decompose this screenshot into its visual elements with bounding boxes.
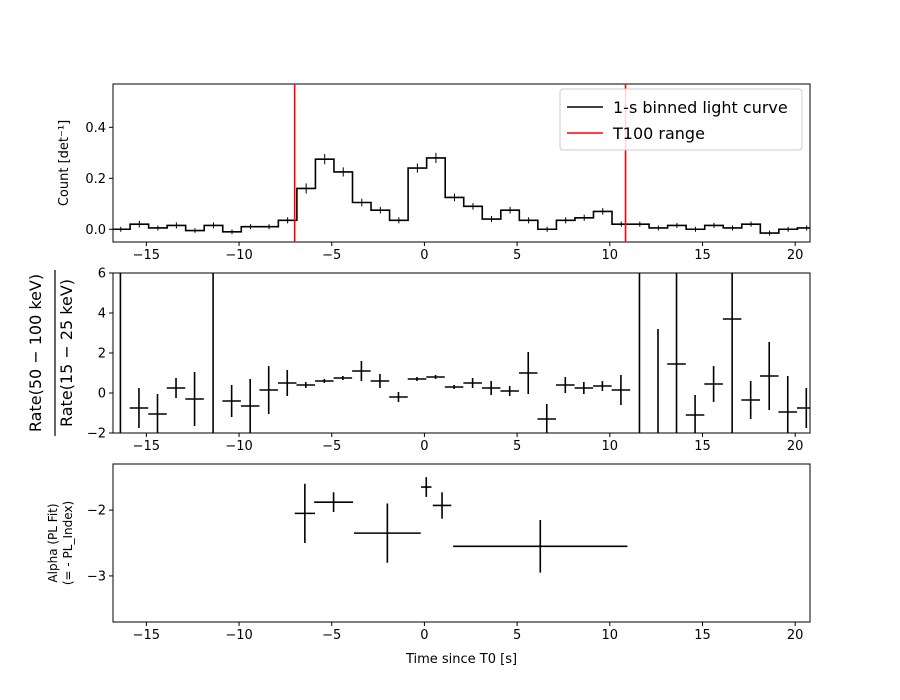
light-curve-panel: −15 −10 −5 0 5 10 15 200.00.20.4 Count [det⁻¹] … xyxy=(57,83,811,263)
spectral-index-x-tick-label: 10 xyxy=(602,628,619,643)
hardness-ratio-point xyxy=(166,378,186,398)
hardness-ratio-point xyxy=(556,377,575,393)
spectral-index-x-tick-label: −5 xyxy=(322,628,341,643)
hardness-ratio-y-tick-label: 0 xyxy=(98,387,106,402)
spectral-index-point xyxy=(314,492,354,513)
hardness-ratio-point xyxy=(407,377,427,381)
spectral-index-ticks: −15 −10 −5 0 5 10 15 20 −2 −3 xyxy=(87,504,804,643)
hardness-ratio-axes-frame xyxy=(112,272,811,434)
hardness-ratio-x-tick-label: 10 xyxy=(602,439,619,454)
spectral-index-x-tick-label: 20 xyxy=(787,628,804,643)
light-curve-step-line xyxy=(113,157,810,234)
legend-box xyxy=(559,88,803,151)
light-curve-y-tick-label: 0.0 xyxy=(85,223,106,238)
hardness-ratio-point xyxy=(685,395,705,433)
spectral-index-panel: −15 −10 −5 0 5 10 15 20 −2 −3 Alpha (PL Fit) (= -… xyxy=(46,463,811,643)
hardness-ratio-point xyxy=(722,273,742,433)
spectral-index-point xyxy=(294,483,316,543)
spectral-index-point xyxy=(453,519,628,573)
hardness-ratio-point xyxy=(537,404,557,433)
light-curve-x-tick-label: −15 xyxy=(133,248,160,263)
hardness-ratio-point xyxy=(426,375,445,379)
light-curve-x-tick-label: −5 xyxy=(322,248,341,263)
hardness-ratio-point xyxy=(240,379,260,433)
hardness-ratio-point xyxy=(333,376,353,380)
spectral-index-point xyxy=(421,477,432,497)
hardness-ratio-x-tick-label: 0 xyxy=(420,439,428,454)
spectral-index-x-tick-label: 0 xyxy=(420,628,428,643)
hardness-ratio-point xyxy=(500,386,519,396)
hardness-ratio-ticks: −15 −10 −5 0 5 10 15 20 −2 0 2 4 6 xyxy=(87,267,804,455)
light-curve-ticks: −15 −10 −5 0 5 10 15 20 0.0 0.2 0.4 xyxy=(85,121,803,263)
hardness-ratio-point xyxy=(797,388,810,428)
legend-label-light-curve: 1-s binned light curve xyxy=(613,98,788,117)
hardness-ratio-y-tick-label: 6 xyxy=(98,267,106,282)
light-curve-x-tick-label: 15 xyxy=(694,248,711,263)
legend: 1-s binned light curve T100 range xyxy=(559,88,803,151)
light-curve-axes-frame xyxy=(112,83,811,243)
hardness-ratio-point xyxy=(593,381,612,391)
spectral-index-y-tick-label: −2 xyxy=(87,504,106,519)
hardness-ratio-point xyxy=(129,388,149,428)
hardness-ratio-point xyxy=(315,379,334,383)
hardness-ratio-x-tick-label: −5 xyxy=(322,439,341,454)
hardness-ratio-point xyxy=(741,381,760,419)
x-axis-label: Time since T0 [s] xyxy=(405,652,517,667)
hardness-ratio-point xyxy=(185,372,204,426)
spectral-index-point xyxy=(432,492,452,519)
light-curve-x-tick-label: 10 xyxy=(602,248,619,263)
light-curve-x-tick-label: −10 xyxy=(225,248,252,263)
hardness-ratio-point xyxy=(259,366,278,414)
light-curve-ylabel: Count [det⁻¹] xyxy=(57,120,72,206)
hardness-ratio-ylabel: Rate(50 − 100 keV) Rate(15 − 25 keV) xyxy=(26,270,76,436)
light-curve-x-tick-label: 20 xyxy=(787,248,804,263)
hardness-ratio-point xyxy=(611,375,631,405)
hardness-ratio-x-tick-label: −10 xyxy=(225,439,252,454)
hardness-ratio-y-tick-label: 4 xyxy=(98,307,106,322)
hardness-ratio-point xyxy=(481,381,501,395)
hardness-ratio-point xyxy=(296,382,316,388)
hardness-ratio-ylabel-numerator: Rate(50 − 100 keV) xyxy=(26,274,45,432)
spectral-index-plot-area xyxy=(294,477,628,573)
hardness-ratio-point xyxy=(444,385,464,389)
spectral-index-ylabel-line2: (= - PL_Index) xyxy=(61,501,75,585)
light-curve-y-tick-label: 0.2 xyxy=(85,172,106,187)
hardness-ratio-plot-area xyxy=(119,273,810,433)
hardness-ratio-point xyxy=(704,366,723,402)
hardness-ratio-x-tick-label: 15 xyxy=(694,439,711,454)
hardness-ratio-point xyxy=(370,374,390,388)
hardness-ratio-point xyxy=(352,361,371,381)
spectral-index-point xyxy=(353,503,421,563)
hardness-ratio-point xyxy=(389,392,408,402)
hardness-ratio-x-tick-label: 20 xyxy=(787,439,804,454)
light-curve-x-tick-label: 0 xyxy=(420,248,428,263)
hardness-ratio-x-tick-label: −15 xyxy=(133,439,160,454)
hardness-ratio-point xyxy=(574,382,594,394)
spectral-index-x-tick-label: −15 xyxy=(133,628,160,643)
spectral-index-ylabel-line1: Alpha (PL Fit) xyxy=(46,503,60,582)
hardness-ratio-y-tick-label: −2 xyxy=(87,427,106,442)
spectral-index-x-tick-label: 15 xyxy=(694,628,711,643)
hardness-ratio-point xyxy=(463,378,482,388)
hardness-ratio-ylabel-denominator: Rate(15 − 25 keV) xyxy=(57,279,76,427)
hardness-ratio-point xyxy=(148,394,167,433)
hardness-ratio-point xyxy=(518,352,538,394)
spectral-index-axes-frame xyxy=(112,463,811,623)
hardness-ratio-x-tick-label: 5 xyxy=(513,439,521,454)
hardness-ratio-point xyxy=(778,376,798,433)
hardness-ratio-point xyxy=(667,273,686,433)
hardness-ratio-y-tick-label: 2 xyxy=(98,347,106,362)
legend-label-t100: T100 range xyxy=(612,124,705,143)
light-curve-y-tick-label: 0.4 xyxy=(85,121,106,136)
spectral-index-y-tick-label: −3 xyxy=(87,569,106,584)
spectral-index-x-tick-label: −10 xyxy=(225,628,252,643)
light-curve-plot-area xyxy=(113,152,810,236)
spectral-index-x-tick-label: 5 xyxy=(513,628,521,643)
hardness-ratio-point xyxy=(277,370,297,396)
hardness-ratio-panel: −15 −10 −5 0 5 10 15 20 −2 0 2 4 6 Rate(50 − 100 keV… xyxy=(26,267,811,455)
hardness-ratio-point xyxy=(759,342,779,410)
light-curve-x-tick-label: 5 xyxy=(513,248,521,263)
hardness-ratio-point xyxy=(222,385,241,417)
